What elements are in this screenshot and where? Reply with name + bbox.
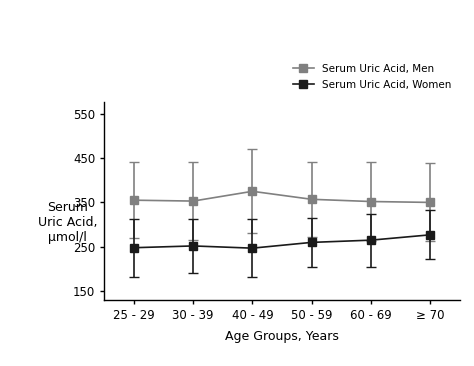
X-axis label: Age Groups, Years: Age Groups, Years [225,330,339,343]
Y-axis label: Serum
Uric Acid,
μmol/l: Serum Uric Acid, μmol/l [38,201,97,244]
Legend: Serum Uric Acid, Men, Serum Uric Acid, Women: Serum Uric Acid, Men, Serum Uric Acid, W… [290,60,455,93]
